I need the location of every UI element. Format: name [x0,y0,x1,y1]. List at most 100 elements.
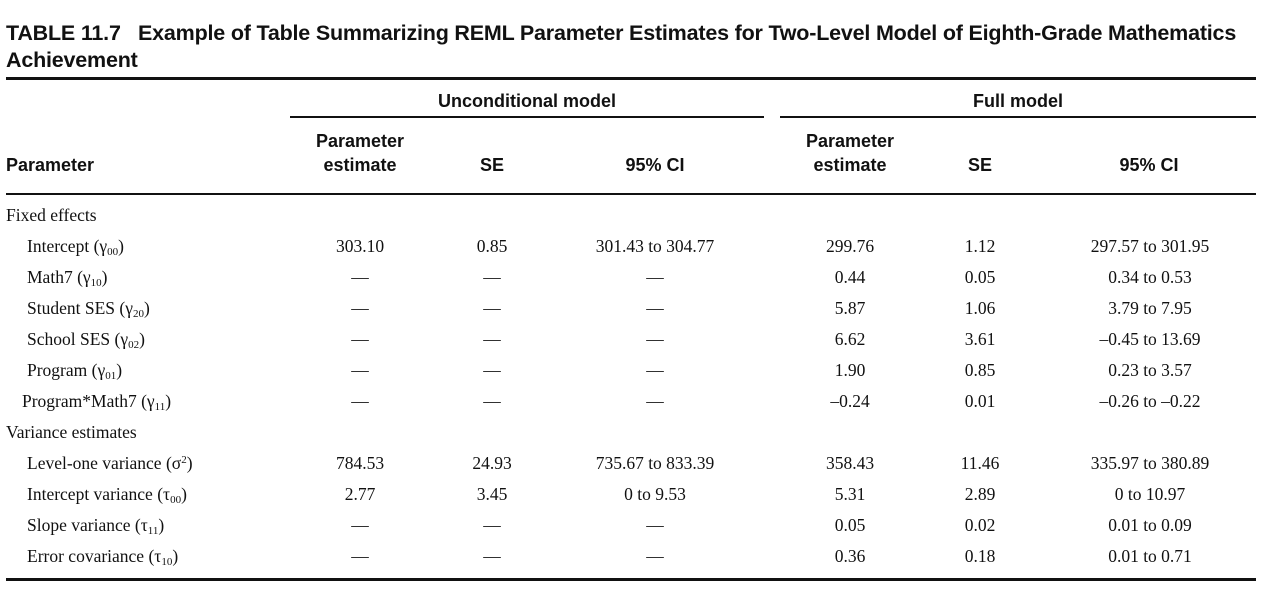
table-label: TABLE 11.7 [6,21,121,45]
symbol-superscript: 2 [181,454,187,466]
cell-u-ci: — [646,515,664,535]
cell-f-se: 11.46 [960,453,1000,473]
header-rule [6,193,1256,195]
symbol-subscript: 02 [128,339,140,351]
cell-f-ci: –0.45 to 13.69 [1099,329,1201,349]
cell-f-ci: –0.26 to –0.22 [1099,391,1201,411]
parameter-name: Math7 [27,267,73,287]
cell-f-ci: 0.34 to 0.53 [1108,267,1192,287]
cell-f-est: 0.05 [834,515,866,535]
cell-u-se: — [483,329,501,349]
cell-u-est: — [351,546,369,566]
col-header-u-ci: 95% CI [625,155,685,175]
cell-u-se: 3.45 [476,484,508,504]
parameter-name: Level-one variance [27,453,162,473]
cell-u-se: — [483,267,501,287]
parameter-symbol: γ [125,298,133,318]
section-title: Fixed effects [6,205,97,225]
group-rule-full [780,116,1256,118]
symbol-subscript: 11 [154,401,166,413]
cell-f-est: 0.36 [834,546,866,566]
parameter-symbol: γ [146,391,155,411]
cell-f-se: 1.12 [964,236,996,256]
cell-f-se: 0.02 [964,515,996,535]
cell-f-se: 0.85 [964,360,996,380]
cell-u-se: — [483,298,501,318]
col-header-u-se: SE [479,155,504,175]
parameter-name: Slope variance [27,515,131,535]
symbol-subscript: 00 [107,246,119,258]
cell-f-se: 3.61 [964,329,996,349]
cell-f-ci: 0 to 10.97 [1114,484,1186,504]
cell-u-ci: — [646,267,664,287]
row-label: Intercept (γ00) [27,236,124,258]
col-header-f-ci: 95% CI [1119,155,1179,175]
cell-u-ci: — [646,329,664,349]
cell-u-ci: 0 to 9.53 [624,484,686,504]
cell-f-est: 5.87 [834,298,866,318]
cell-u-se: — [483,360,501,380]
cell-u-ci: — [646,546,664,566]
top-rule [6,77,1256,80]
row-label: Intercept variance (τ00) [27,484,187,506]
parameter-name: Intercept variance [27,484,153,504]
row-label: Level-one variance (σ2) [27,453,193,473]
symbol-subscript: 20 [132,308,144,320]
cell-f-se: 0.05 [964,267,996,287]
parameter-symbol: σ [171,453,182,473]
cell-u-est: — [351,515,369,535]
cell-u-est: — [351,267,369,287]
col-header-u-estimate-line2: estimate [323,155,397,175]
cell-u-est: 303.10 [335,236,385,256]
parameter-symbol: τ [154,546,162,566]
row-label: Student SES (γ20) [27,298,150,320]
cell-u-ci: 301.43 to 304.77 [595,236,715,256]
row-label: Math7 (γ10) [27,267,108,289]
cell-u-se: 0.85 [476,236,508,256]
cell-u-ci: — [646,391,664,411]
cell-f-ci: 335.97 to 380.89 [1090,453,1210,473]
table-caption: TABLE 11.7 Example of Table Summarizing … [6,20,1256,74]
cell-f-est: 1.90 [834,360,866,380]
cell-u-se: — [483,546,501,566]
cell-f-se: 2.89 [964,484,996,504]
parameter-symbol: γ [97,360,106,380]
cell-f-ci: 0.01 to 0.71 [1108,546,1192,566]
cell-u-ci: — [646,360,664,380]
table-title: Example of Table Summarizing REML Parame… [6,21,1237,72]
parameter-symbol: τ [163,484,171,504]
cell-f-est: 5.31 [834,484,866,504]
col-header-parameter: Parameter [6,155,95,175]
row-label: Program (γ01) [27,360,123,382]
parameter-name: Student SES [27,298,116,318]
cell-u-est: — [351,329,369,349]
cell-u-ci: — [646,298,664,318]
row-label: School SES (γ02) [27,329,145,351]
parameter-name: Program [27,360,88,380]
group-rule-unconditional [290,116,764,118]
row-label: Slope variance (τ11) [27,515,165,537]
group-header-full: Full model [973,91,1063,111]
cell-f-se: 1.06 [964,298,996,318]
parameter-symbol: γ [99,236,108,256]
cell-u-ci: 735.67 to 833.39 [595,453,715,473]
bottom-rule [6,578,1256,581]
group-header-unconditional: Unconditional model [438,91,616,111]
cell-f-ci: 0.23 to 3.57 [1108,360,1192,380]
cell-f-se: 0.18 [964,546,996,566]
parameter-name: Intercept [27,236,90,256]
parameter-name: Program*Math7 [22,391,137,411]
section-title: Variance estimates [6,422,137,442]
cell-f-est: 6.62 [834,329,866,349]
cell-f-se: 0.01 [964,391,996,411]
symbol-subscript: 10 [90,277,102,289]
symbol-subscript: 00 [170,494,182,506]
col-header-u-estimate: Parameter estimate [290,129,430,177]
cell-f-ci: 0.01 to 0.09 [1108,515,1192,535]
symbol-subscript: 10 [161,556,173,568]
col-header-f-estimate-line1: Parameter [805,131,895,151]
cell-u-est: 784.53 [335,453,385,473]
row-label: Error covariance (τ10) [27,546,179,568]
cell-f-ci: 3.79 to 7.95 [1108,298,1192,318]
cell-f-ci: 297.57 to 301.95 [1090,236,1210,256]
